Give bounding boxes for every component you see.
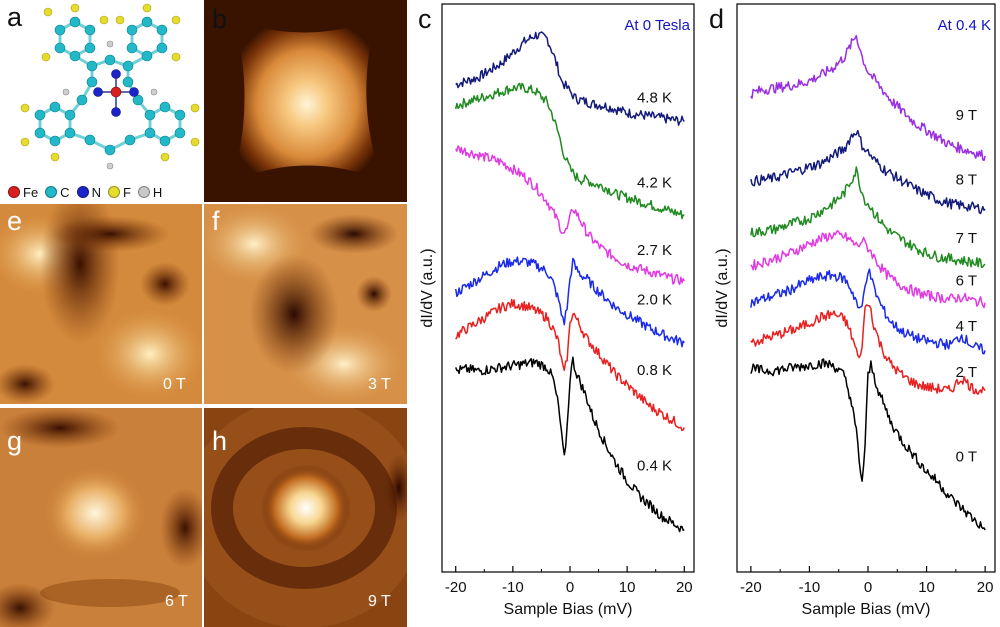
series-label-27K: 2.7 K [637,242,672,259]
panel-letter-g: g [7,426,23,456]
dIdV-map-9T-drawing [204,408,407,627]
legend-dot-f [107,186,120,198]
legend-item-fe: Fe [8,185,38,200]
x-tick-label: -10 [799,579,821,596]
legend-dot-c [45,186,58,198]
series-line-8T [750,129,986,215]
stm-topography-image [204,0,407,202]
series-label-2T: 2 T [956,364,977,381]
series-line-0T [750,358,986,531]
legend-item-f: F [107,185,131,200]
legend-item-h: H [137,185,163,200]
field-label-6T: 6 T [165,593,188,610]
panel-letter-a: a [7,2,23,32]
series-label-04K: 0.4 K [637,458,672,475]
stm-topography-drawing [232,20,382,182]
legend-label-h: H [152,185,163,200]
dIdV-map-3T [204,204,407,404]
series-line-08K [455,298,685,432]
plot-frame [441,3,695,573]
x-tick-label: 0 [566,579,574,596]
legend-label-fe: Fe [23,185,39,200]
x-tick-label: 0 [864,579,872,596]
dIdV-map-3T-drawing [204,204,407,404]
series-line-2T [750,304,986,395]
legend-dot-fe [8,186,20,198]
x-tick-label: -20 [445,579,467,596]
molecule-structure-panel [0,0,202,200]
series-line-20K [454,256,685,348]
series-line-04K [455,356,685,533]
series-label-20K: 2.0 K [637,291,672,308]
legend-item-n: N [76,185,101,200]
series-line-9T [750,34,986,162]
series-label-6T: 6 T [956,272,977,289]
x-axis-label: Sample Bias (mV) [504,601,633,618]
x-axis-label: Sample Bias (mV) [802,601,931,618]
panel-letter-b: b [212,4,228,34]
series-line-4T [750,268,986,355]
series-line-27K [455,145,685,286]
series-line-48K [455,31,685,126]
panel-letter-c: c [418,4,432,34]
series-label-9T: 9 T [956,107,977,124]
dIdV-map-6T-drawing [0,408,202,627]
x-tick-label: -10 [502,579,524,596]
dIdV-map-9T [204,408,407,627]
legend-label-c: C [60,185,70,200]
panel-letter-e: e [7,206,23,236]
field-label-0T: 0 T [163,376,186,393]
x-tick-label: -20 [740,579,762,596]
legend-dot-h [137,186,150,198]
legend-item-c: C [45,185,70,200]
series-label-48K: 4.8 K [637,90,672,107]
atom-legend: Fe C N F H [8,185,169,200]
panel-letter-f: f [212,206,220,236]
chart-annotation: At 0.4 K [938,17,991,34]
series-label-0T: 0 T [956,448,977,465]
dIdV-map-6T [0,408,202,627]
x-tick-label: 10 [619,579,636,596]
series-label-8T: 8 T [956,171,977,188]
field-label-9T: 9 T [368,593,391,610]
spectra-chart-temperature: c At 0 Tesla 4.8 K 4.2 K 2.7 K 2.0 K 0.8 K 0.4 … [418,3,695,618]
series-label-4T: 4 T [956,318,977,335]
dIdV-map-0T [0,204,202,404]
series-line-6T [750,229,986,309]
dIdV-map-0T-drawing [0,204,202,404]
x-tick-label: 20 [676,579,693,596]
panel-letter-h: h [212,426,228,456]
series-line-42K [454,82,685,220]
series-label-7T: 7 T [956,230,977,247]
legend-label-f: F [122,185,131,200]
x-tick-label: 20 [977,579,994,596]
series-label-42K: 4.2 K [637,175,672,192]
legend-label-n: N [91,185,101,200]
series-line-7T [750,166,986,269]
x-tick-label: 10 [918,579,935,596]
chart-annotation: At 0 Tesla [624,17,690,34]
y-axis-label: dI/dV (a.u.) [419,248,436,327]
molecule-structure-drawing [20,3,200,170]
plot-frame [736,3,996,573]
legend-dot-n [76,186,89,198]
panel-letter-d: d [709,4,724,34]
series-label-08K: 0.8 K [637,362,672,379]
y-axis-label: dI/dV (a.u.) [714,248,731,327]
spectra-chart-field: d At 0.4 K 9 T 8 T 7 T 6 T 4 T 2 T 0 T -20 -10 0 10 2… [709,3,996,618]
field-label-3T: 3 T [368,376,391,393]
